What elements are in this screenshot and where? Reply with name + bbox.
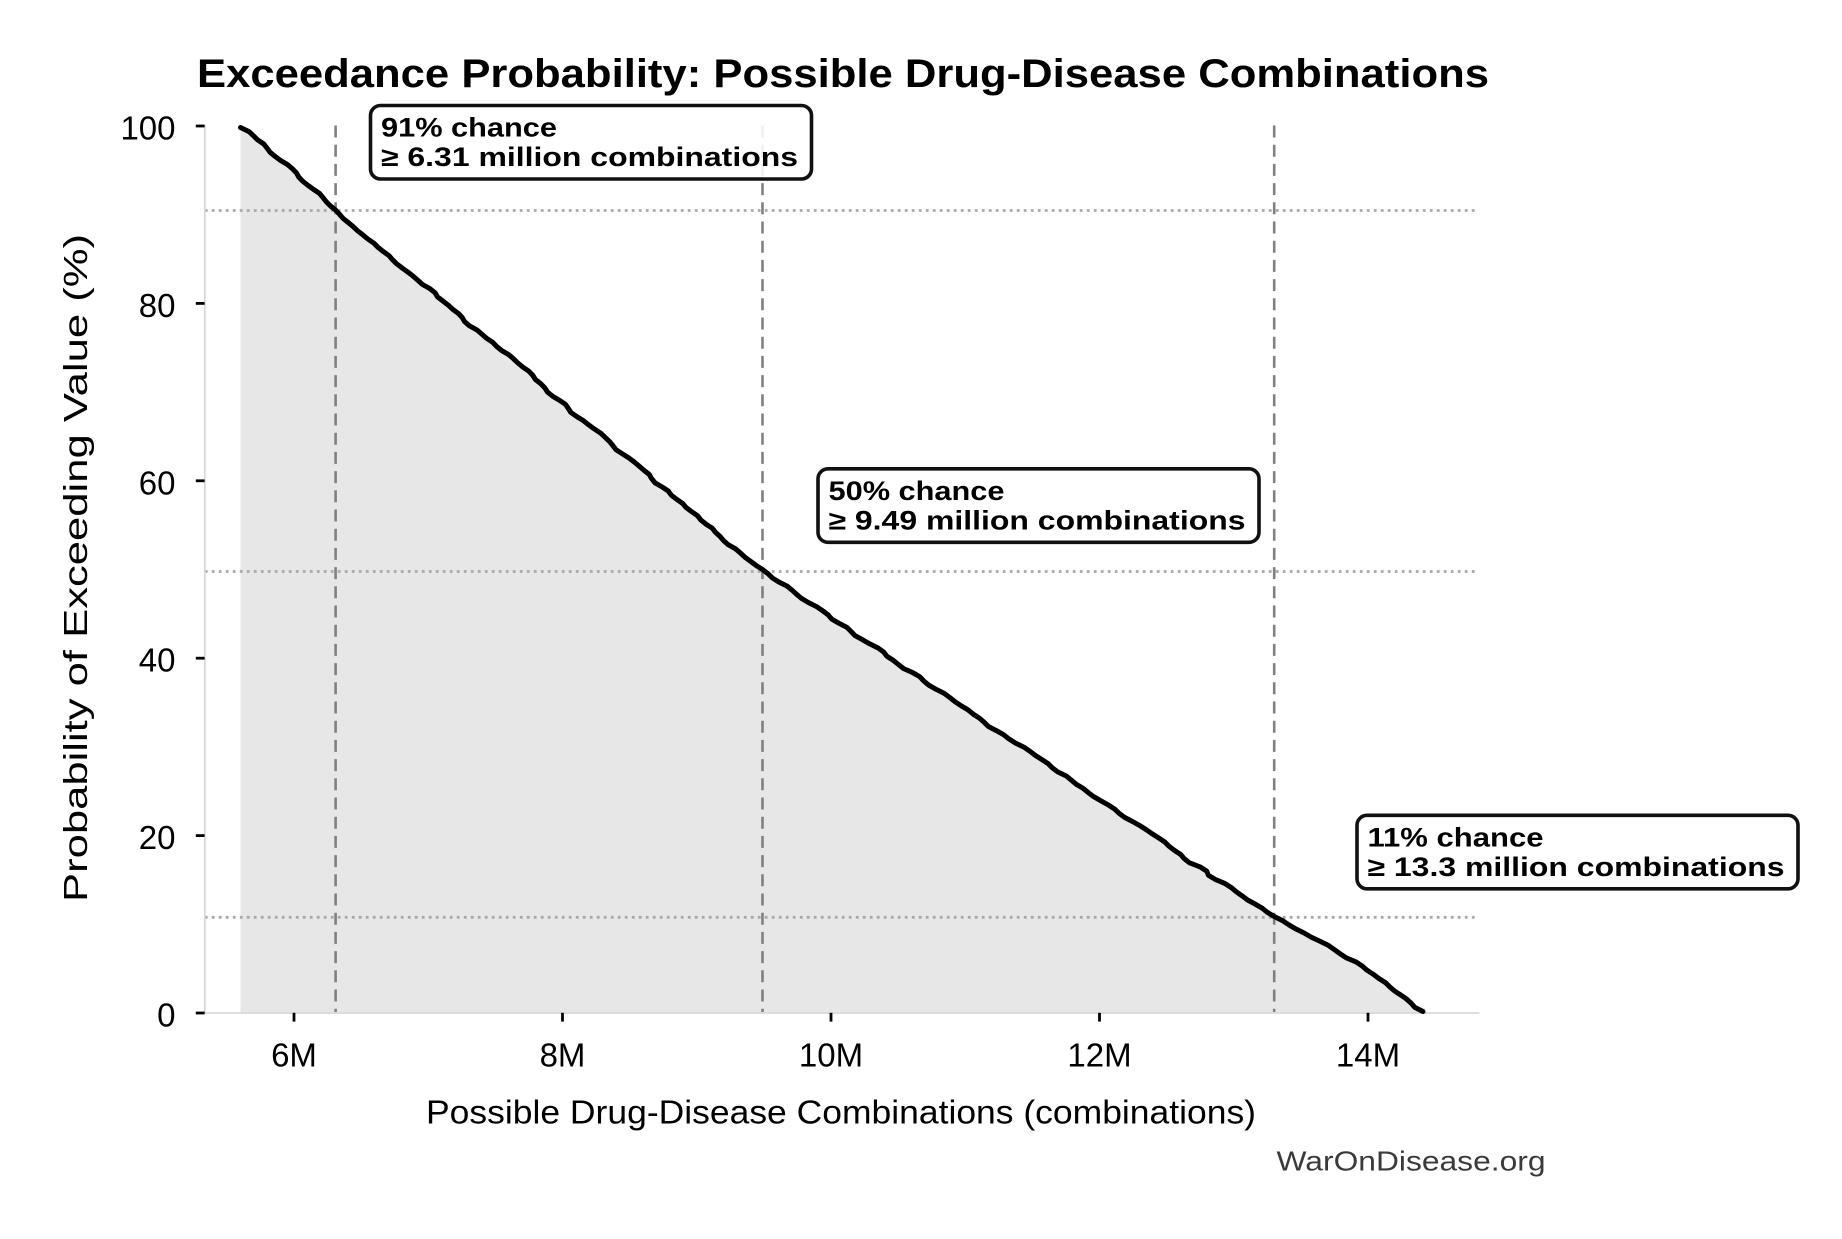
svg-text:8M: 8M xyxy=(540,1037,586,1074)
svg-text:100: 100 xyxy=(120,110,175,147)
svg-text:Exceedance Probability: Possib: Exceedance Probability: Possible Drug-Di… xyxy=(197,52,1489,96)
svg-text:50% chance: 50% chance xyxy=(829,476,1005,506)
svg-text:≥ 6.31 million combinations: ≥ 6.31 million combinations xyxy=(381,142,798,172)
svg-text:91% chance: 91% chance xyxy=(381,113,557,143)
svg-text:11% chance: 11% chance xyxy=(1368,822,1544,852)
svg-text:6M: 6M xyxy=(271,1037,317,1074)
svg-text:≥ 9.49 million combinations: ≥ 9.49 million combinations xyxy=(829,505,1246,535)
svg-text:10M: 10M xyxy=(799,1037,863,1074)
svg-text:20: 20 xyxy=(139,819,176,856)
svg-text:Probability of Exceeding Value: Probability of Exceeding Value (%) xyxy=(57,234,94,902)
svg-text:0: 0 xyxy=(157,997,175,1034)
svg-text:80: 80 xyxy=(139,287,176,324)
svg-text:40: 40 xyxy=(139,642,176,679)
svg-text:WarOnDisease.org: WarOnDisease.org xyxy=(1277,1145,1546,1176)
svg-text:Possible Drug-Disease Combinat: Possible Drug-Disease Combinations (comb… xyxy=(426,1093,1256,1130)
svg-text:≥ 13.3 million combinations: ≥ 13.3 million combinations xyxy=(1368,852,1785,882)
svg-text:12M: 12M xyxy=(1067,1037,1131,1074)
svg-text:14M: 14M xyxy=(1336,1037,1400,1074)
svg-text:60: 60 xyxy=(139,464,176,501)
